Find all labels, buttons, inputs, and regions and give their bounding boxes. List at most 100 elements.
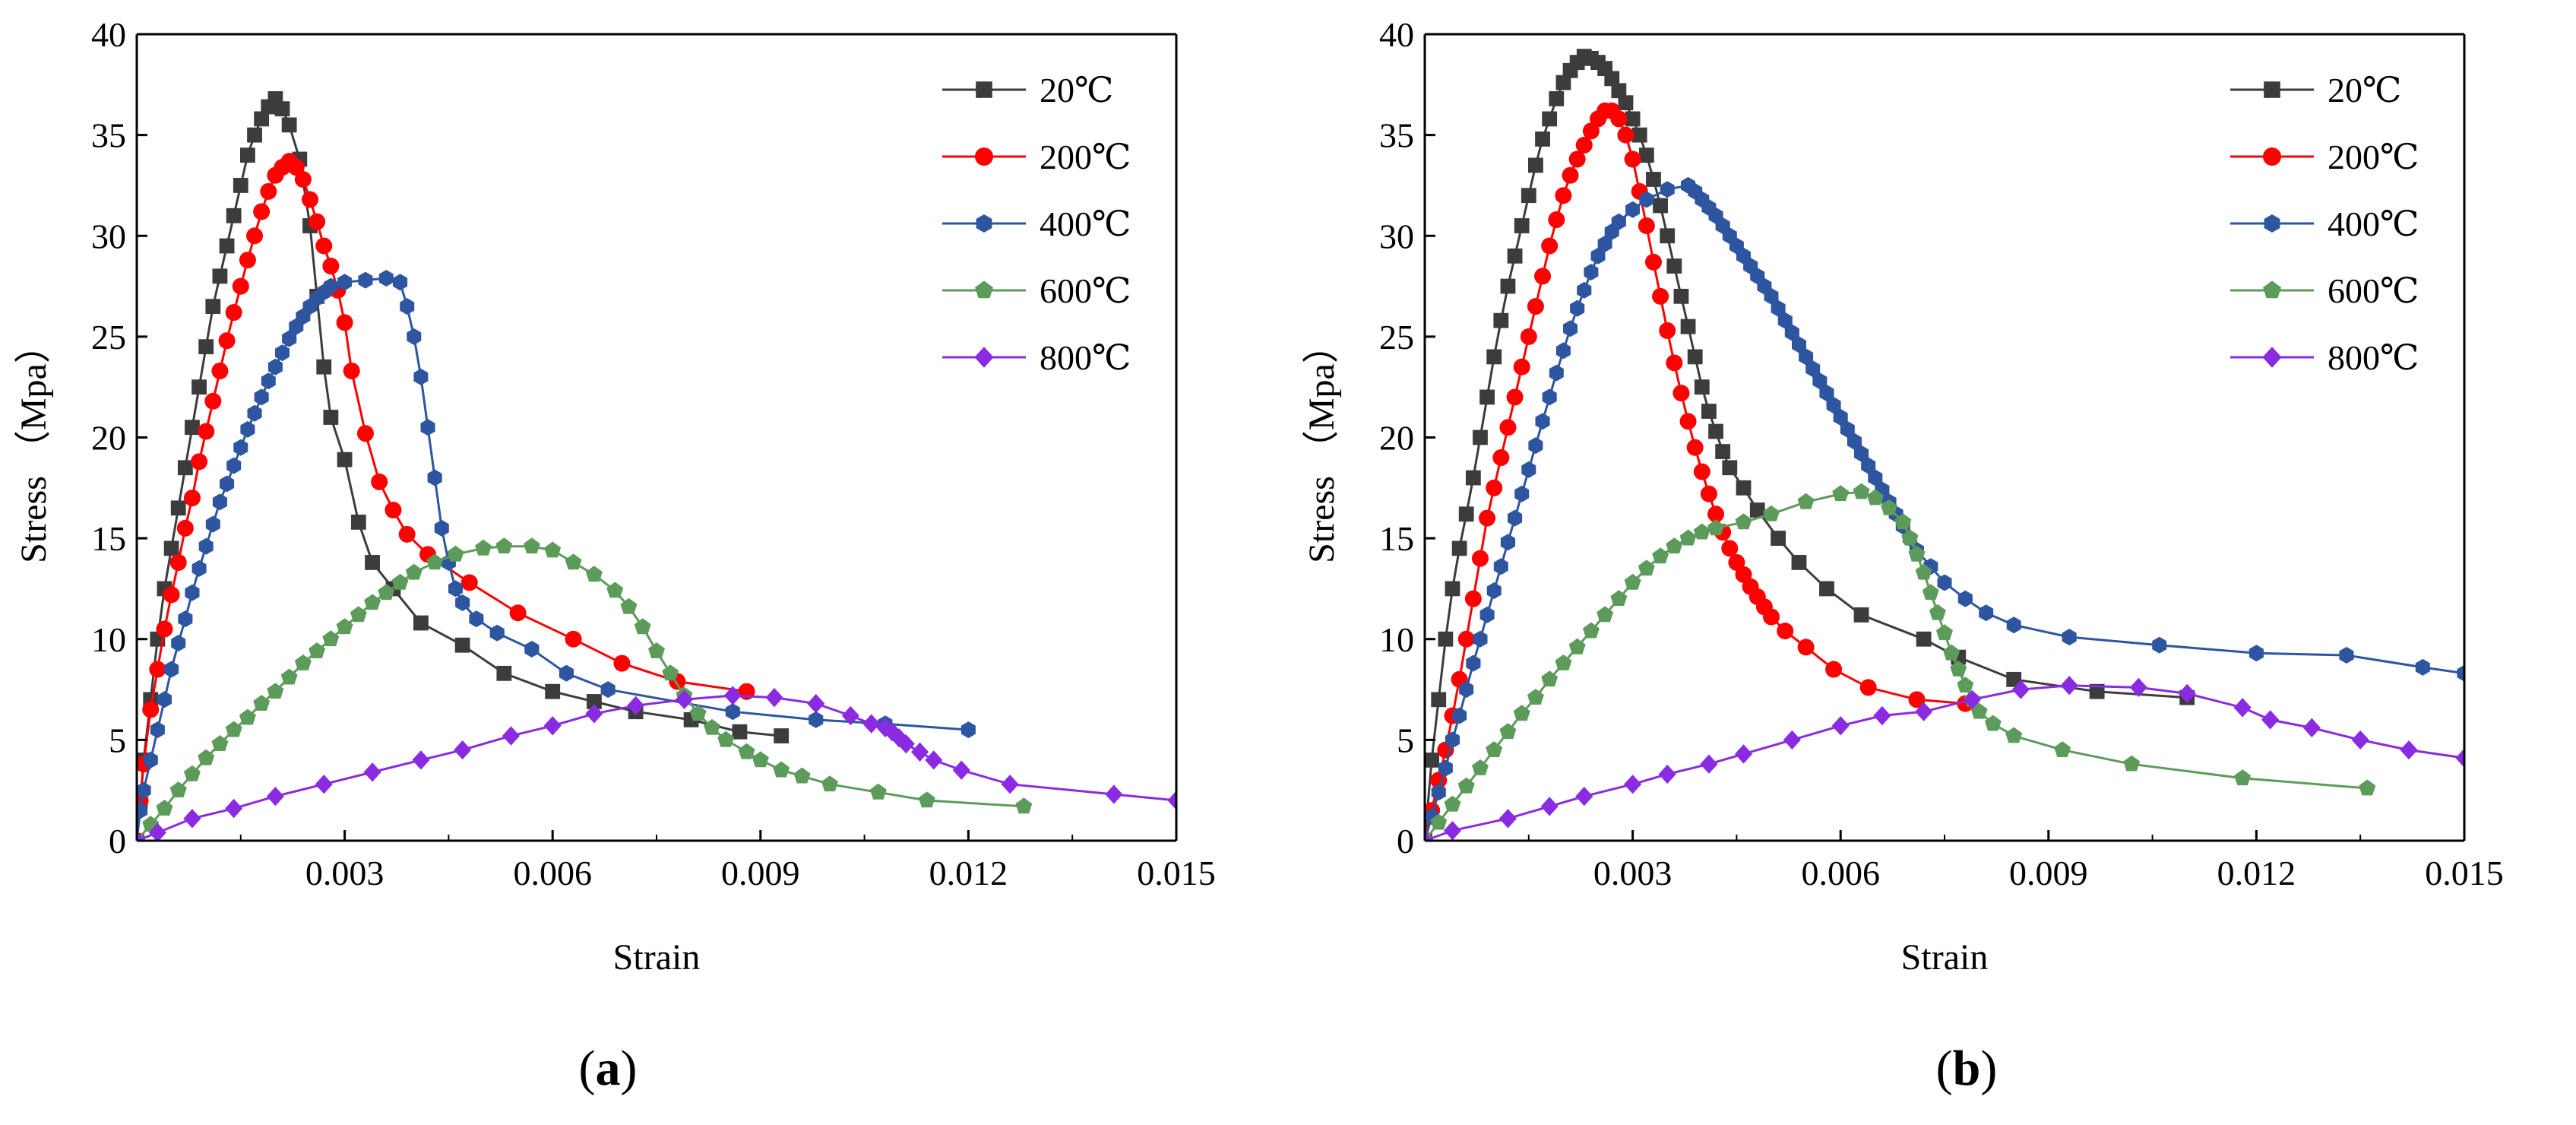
chart-a-series-0-point-9 [185, 420, 200, 436]
chart-a-ytick-label-2: 10 [91, 620, 126, 659]
chart-b-series-0-point-5 [1451, 540, 1467, 556]
chart-a-series-2-point-7 [171, 635, 186, 652]
chart-b-series-3-point-32 [1915, 563, 1932, 580]
chart-b-series-0-point-53 [2006, 671, 2022, 687]
chart-b-series-1-point-12 [1499, 419, 1517, 436]
chart-a-series-2-point-3 [143, 751, 158, 768]
chart-a-svg: 0 5 10 15 20 25 30 35 40 0.003 0.006 0.009 0.012 0.01… [14, 15, 1216, 978]
chart-a-series-3-point-28 [585, 566, 603, 582]
chart-b-series-0-point-8 [1473, 429, 1488, 445]
chart-a-series-1-point-36 [398, 525, 416, 543]
chart-b-series-2-point-76 [2457, 664, 2464, 682]
chart-b-series-1-point-14 [1513, 358, 1530, 376]
chart-b-series-2-point-14 [1514, 485, 1530, 502]
chart-b-xtick-label-1: 0.006 [1801, 854, 1880, 892]
chart-b-series-1-point-50 [1763, 608, 1780, 626]
chart-b-series-2-point-59 [1868, 469, 1883, 486]
chart-a-ytick-label-3: 15 [91, 519, 126, 558]
chart-b-series-2-point-46 [1777, 312, 1793, 329]
chart-b-legend-item-0: 20℃ [2230, 71, 2401, 109]
chart-b-series-1-point-54 [1859, 679, 1877, 696]
chart-b-series-3-point-34 [1929, 604, 1946, 620]
chart-a-series-2-point-21 [267, 358, 283, 376]
chart-b-series-1-point-38 [1679, 413, 1697, 430]
chart-b-series-0-point-33 [1646, 172, 1661, 187]
chart-b-series-2-point-8 [1473, 630, 1488, 648]
chart-panel-a: 0 5 10 15 20 25 30 35 40 0.003 0.006 0.009 0.012 0.01… [14, 15, 1216, 978]
chart-b-series-3-point-44 [2123, 755, 2141, 772]
chart-b-series-1-point-55 [1908, 691, 1926, 708]
chart-b-series-3-point-5 [1486, 741, 1503, 757]
chart-b-series-2-point-29 [1625, 201, 1641, 218]
chart-b-series-3-point-25 [1832, 485, 1850, 502]
chart-a-series-4-point-1 [148, 822, 166, 841]
chart-a-series-2-point-43 [469, 610, 484, 628]
chart-a-legend-marker-4 [974, 347, 994, 368]
chart-b-ytick-label-7: 35 [1379, 116, 1414, 155]
chart-a-series-2-point-2 [137, 781, 151, 799]
chart-a-series-4-point-15 [765, 688, 783, 708]
chart-a-series-0-point-27 [316, 359, 332, 375]
chart-b-series-1-point-41 [1700, 485, 1717, 502]
chart-a-series-4-point-16 [807, 693, 825, 714]
chart-b-series-4-point-0 [1425, 831, 1434, 841]
chart-a-series-1-point-33 [356, 425, 374, 442]
chart-a-series-3-point-12 [294, 654, 312, 670]
chart-a-series-2-point-12 [205, 515, 220, 533]
chart-b-svg: 0 5 10 15 20 25 30 35 40 0.003 0.006 0.009 0.012 0.01… [1302, 15, 2504, 978]
chart-b-series-2-point-28 [1611, 213, 1626, 230]
chart-b-series-3-point-42 [2005, 727, 2023, 743]
chart-b-series-3-point-38 [1957, 677, 1974, 693]
chart-b-series-1-point-28 [1610, 110, 1628, 128]
chart-a-series-4-line [137, 694, 1176, 841]
chart-b-series-1-point-42 [1707, 505, 1725, 523]
chart-b-series-0-point-12 [1500, 278, 1516, 294]
chart-a-series-2-line [137, 277, 969, 841]
chart-b-series-2-point-24 [1584, 264, 1599, 280]
chart-a-plot-area [137, 90, 1176, 841]
chart-a-series-2-point-48 [725, 703, 740, 721]
chart-b-series-3-point-6 [1499, 723, 1517, 740]
chart-b-series-2-point-69 [1979, 604, 1994, 622]
chart-b-series-2-point-26 [1597, 235, 1612, 252]
chart-a-ytick-label-6: 30 [91, 217, 126, 255]
chart-b-series-3-point-36 [1943, 644, 1960, 661]
chart-b-series-2-point-12 [1500, 534, 1515, 551]
chart-a-series-1-point-6 [163, 586, 180, 604]
chart-b-series-2-point-50 [1805, 360, 1821, 378]
chart-b-series-0-point-2 [1431, 692, 1447, 708]
chart-b-series-2-point-49 [1799, 348, 1814, 366]
chart-b-legend-item-1: 200℃ [2230, 138, 2419, 176]
chart-b-series-0-point-45 [1736, 480, 1752, 496]
chart-b-series-2-point-54 [1833, 409, 1848, 426]
chart-a-series-2-point-32 [378, 270, 394, 287]
chart-b-series-2-point-13 [1508, 509, 1523, 527]
chart-b-series-2-point-57 [1854, 445, 1869, 462]
chart-b-series-3-point-45 [2234, 769, 2252, 786]
chart-a-series-0-point-22 [274, 101, 290, 117]
chart-a-series-1-point-11 [198, 423, 215, 440]
chart-b-series-4-point-10 [1831, 716, 1850, 736]
chart-b-series-3-point-1 [1430, 813, 1448, 830]
chart-a-legend-item-2: 400℃ [942, 204, 1131, 243]
chart-a-series-1-point-29 [322, 258, 340, 275]
chart-b-series-3-point-41 [1984, 715, 2002, 731]
chart-b-ytick-label-6: 30 [1379, 217, 1414, 255]
chart-b-series-1-point-21 [1562, 166, 1579, 184]
chart-b-legend-label-2: 400℃ [2328, 204, 2419, 243]
chart-b-series-0-point-1 [1425, 753, 1440, 768]
chart-a-series-2-point-29 [323, 277, 338, 295]
chart-a-series-1-point-28 [315, 237, 333, 255]
chart-b-series-1-point-32 [1638, 217, 1655, 234]
chart-b-series-0-point-34 [1653, 198, 1668, 214]
chart-b-series-2-point-48 [1792, 336, 1806, 353]
chart-a-series-0-point-7 [170, 500, 186, 516]
chart-a-series-4-point-3 [225, 798, 243, 819]
chart-a-series-2-point-36 [413, 368, 429, 385]
chart-a-series-3-point-42 [821, 775, 838, 792]
chart-a-series-2-point-17 [240, 420, 255, 438]
chart-b-series-2-point-7 [1466, 654, 1481, 672]
chart-a-series-2-point-14 [220, 475, 235, 493]
chart-a-legend-item-3: 600℃ [942, 271, 1131, 310]
chart-b-series-2-point-44 [1764, 287, 1779, 305]
